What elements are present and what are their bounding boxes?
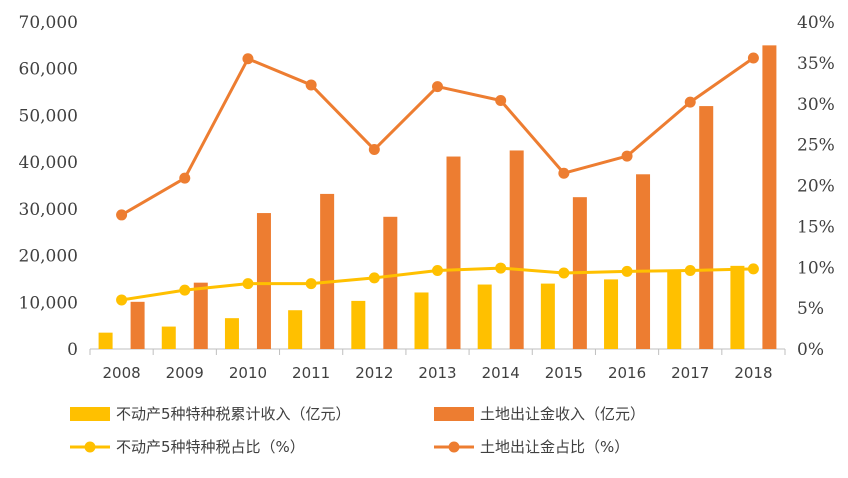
line-point	[558, 267, 570, 279]
right-y-tick-label: 35%	[797, 54, 835, 74]
legend-item: 不动产5种特种税占比（%）	[70, 438, 305, 456]
bar	[509, 150, 524, 349]
line-point	[747, 263, 759, 275]
bar	[161, 326, 176, 349]
bar	[446, 156, 461, 349]
line-point	[368, 144, 380, 156]
legend-marker	[448, 441, 460, 453]
line-point	[305, 79, 317, 91]
left-y-tick-label: 70,000	[19, 13, 78, 33]
bar	[699, 106, 714, 349]
right-y-tick-label: 10%	[797, 258, 835, 278]
right-y-tick-label: 25%	[797, 136, 835, 156]
bar	[762, 45, 777, 349]
bar-series	[130, 45, 777, 349]
legend-swatch	[70, 407, 110, 421]
x-tick-label: 2017	[671, 364, 709, 382]
x-tick-label: 2015	[545, 364, 583, 382]
line-point	[242, 278, 254, 290]
right-y-tick-label: 0%	[797, 340, 824, 360]
x-tick-label: 2012	[355, 364, 393, 382]
line-point	[684, 96, 696, 108]
bar	[636, 174, 651, 349]
line-point	[432, 265, 443, 277]
line-point	[684, 265, 696, 277]
left-y-tick-label: 50,000	[19, 106, 78, 126]
line-point	[495, 262, 507, 274]
legend-item: 不动产5种特种税累计收入（亿元）	[70, 405, 351, 423]
x-tick-label: 2009	[166, 364, 204, 382]
line-point	[116, 294, 128, 306]
axes: 0 10,000 20,000 30,000 40,000 50,000 60,000 70,…	[19, 13, 835, 382]
legend-label: 不动产5种特种税累计收入（亿元）	[116, 405, 351, 423]
legend-label: 不动产5种特种税占比（%）	[116, 438, 305, 456]
bar	[193, 282, 208, 349]
left-y-tick-label: 0	[67, 340, 78, 360]
bar	[256, 213, 271, 349]
right-y-tick-label: 30%	[797, 95, 835, 115]
bar	[288, 310, 303, 349]
legend-label: 土地出让金占比（%）	[480, 438, 629, 456]
bar	[130, 301, 145, 349]
line-point	[621, 150, 633, 162]
bar	[730, 265, 745, 349]
line-series-group	[116, 52, 759, 306]
bar	[320, 193, 335, 349]
line-point	[621, 265, 633, 277]
x-tick-label: 2013	[418, 364, 456, 382]
left-y-tick-label: 30,000	[19, 200, 78, 220]
left-y-tick-label: 60,000	[19, 60, 78, 80]
bar-series-group	[98, 45, 777, 349]
right-y-tick-label: 5%	[797, 299, 824, 319]
legend-marker	[84, 441, 96, 453]
bar	[224, 318, 239, 349]
right-y-tick-label: 15%	[797, 217, 835, 237]
line-point	[305, 278, 317, 290]
line-series	[116, 52, 759, 221]
left-y-tick-label: 40,000	[19, 153, 78, 173]
right-y-tick-label: 20%	[797, 177, 835, 197]
x-tick-label: 2011	[292, 364, 330, 382]
line-point	[116, 209, 128, 221]
legend-swatch	[434, 407, 474, 421]
line-point	[179, 284, 191, 296]
bar	[351, 300, 366, 349]
line-series	[116, 262, 759, 306]
bar	[540, 283, 555, 349]
line-point	[747, 52, 759, 64]
line-point	[558, 167, 570, 179]
line-point	[179, 172, 191, 184]
bar	[383, 216, 398, 349]
legend-item: 土地出让金收入（亿元）	[434, 405, 645, 423]
x-tick-label: 2014	[482, 364, 520, 382]
bar	[604, 279, 619, 349]
right-y-tick-label: 40%	[797, 13, 835, 33]
left-y-tick-label: 20,000	[19, 247, 78, 267]
bar	[414, 292, 429, 349]
x-tick-label: 2018	[734, 364, 772, 382]
line-point	[242, 53, 254, 65]
line-point	[432, 81, 443, 93]
x-tick-label: 2016	[608, 364, 646, 382]
bar	[667, 270, 682, 349]
x-tick-label: 2010	[229, 364, 267, 382]
line-point	[495, 94, 507, 106]
bar-series	[98, 265, 745, 349]
left-y-tick-label: 10,000	[19, 293, 78, 313]
x-tick-label: 2008	[102, 364, 140, 382]
legend: 不动产5种特种税累计收入（亿元） 土地出让金收入（亿元） 不动产5种特种税占比（%）…	[70, 405, 645, 456]
bar	[477, 284, 492, 349]
legend-label: 土地出让金收入（亿元）	[480, 405, 645, 423]
line-point	[368, 272, 380, 284]
legend-item: 土地出让金占比（%）	[434, 438, 629, 456]
bar	[98, 332, 113, 349]
